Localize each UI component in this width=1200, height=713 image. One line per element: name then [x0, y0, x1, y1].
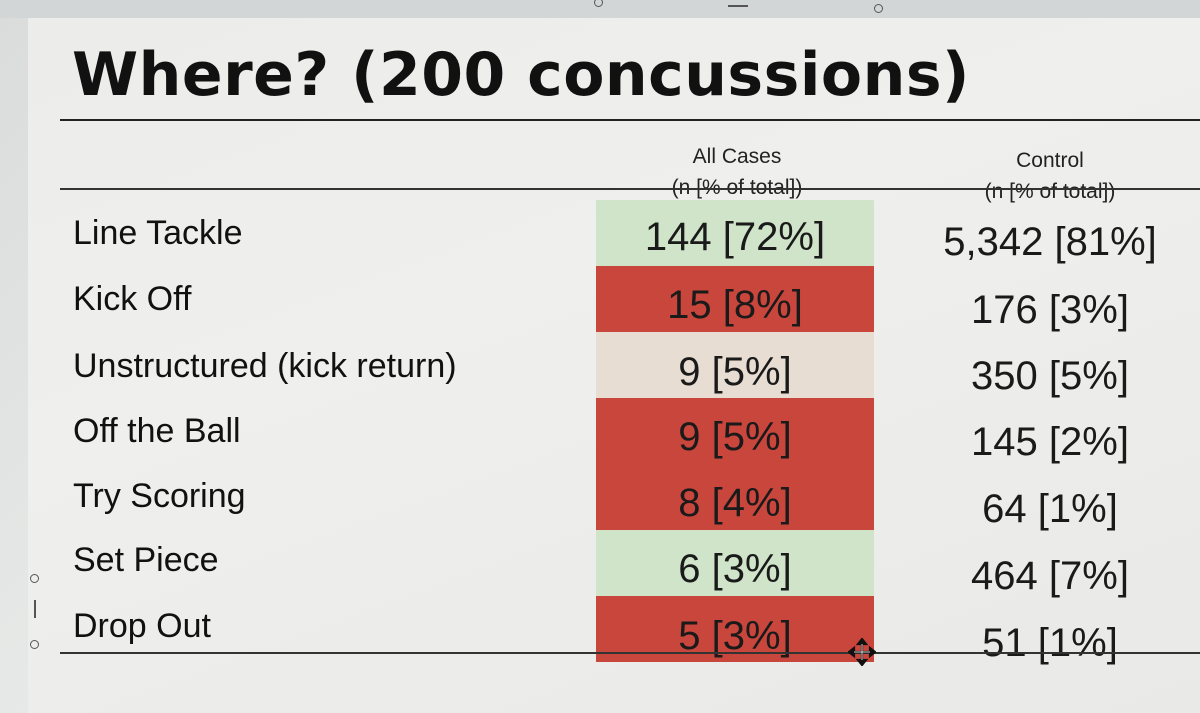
row-label-unstructured: Unstructured (kick return) — [73, 347, 457, 385]
cases-value: 8 [4%] — [678, 481, 792, 525]
control-value: 51 [1%] — [982, 621, 1118, 665]
cases-value: 9 [5%] — [678, 415, 792, 459]
control-header-line2: (n [% of total]) — [984, 180, 1116, 203]
control-value: 145 [2%] — [971, 420, 1129, 464]
row-label-try-scoring: Try Scoring — [73, 477, 246, 515]
editor-toolbar-strip — [0, 0, 1200, 18]
cases-cell-background — [596, 398, 874, 464]
slide-title: Where? (200 concussions) — [72, 40, 970, 110]
control-column-header: Control (n [% of total]) — [905, 145, 1195, 207]
cases-value: 5 [3%] — [678, 614, 792, 658]
cases-value: 15 [8%] — [667, 283, 803, 327]
row-label-off-the-ball: Off the Ball — [73, 412, 241, 450]
cases-cell-background — [596, 200, 874, 266]
cases-value: 144 [72%] — [644, 215, 826, 259]
control-value: 464 [7%] — [971, 554, 1129, 598]
row-label-drop-out: Drop Out — [73, 607, 211, 645]
table-bottom-rule — [60, 652, 1200, 654]
cases-header-line2: (n [% of total]) — [671, 176, 803, 199]
control-value: 5,342 [81%] — [943, 220, 1157, 264]
cases-cell-background — [596, 332, 874, 398]
cases-value: 6 [3%] — [678, 547, 792, 591]
resize-handle-icon[interactable] — [594, 0, 603, 7]
row-label-set-piece: Set Piece — [73, 541, 219, 579]
cases-value: 9 [5%] — [678, 350, 792, 394]
cases-column-header: All Cases (n [% of total]) — [596, 141, 878, 203]
header-divider — [60, 188, 1200, 190]
row-label-line-tackle: Line Tackle — [73, 214, 243, 252]
title-underline — [60, 119, 1200, 121]
cases-cell-background — [596, 596, 874, 662]
control-value: 176 [3%] — [971, 288, 1129, 332]
resize-handle-icon[interactable] — [30, 574, 39, 583]
cases-highlight-column — [596, 200, 874, 662]
cases-cell-background — [596, 530, 874, 596]
resize-handle-icon[interactable] — [30, 640, 39, 649]
resize-handle-icon[interactable] — [728, 5, 748, 7]
control-header-line1: Control — [1016, 149, 1084, 172]
control-value: 350 [5%] — [971, 354, 1129, 398]
move-cursor-icon — [848, 638, 876, 666]
control-value: 64 [1%] — [982, 487, 1118, 531]
resize-handle-icon[interactable] — [34, 600, 36, 618]
cases-cell-background — [596, 464, 874, 530]
cases-header-line1: All Cases — [692, 145, 782, 168]
resize-handle-icon[interactable] — [874, 4, 883, 13]
row-label-kick-off: Kick Off — [73, 280, 192, 318]
cases-cell-background — [596, 266, 874, 332]
